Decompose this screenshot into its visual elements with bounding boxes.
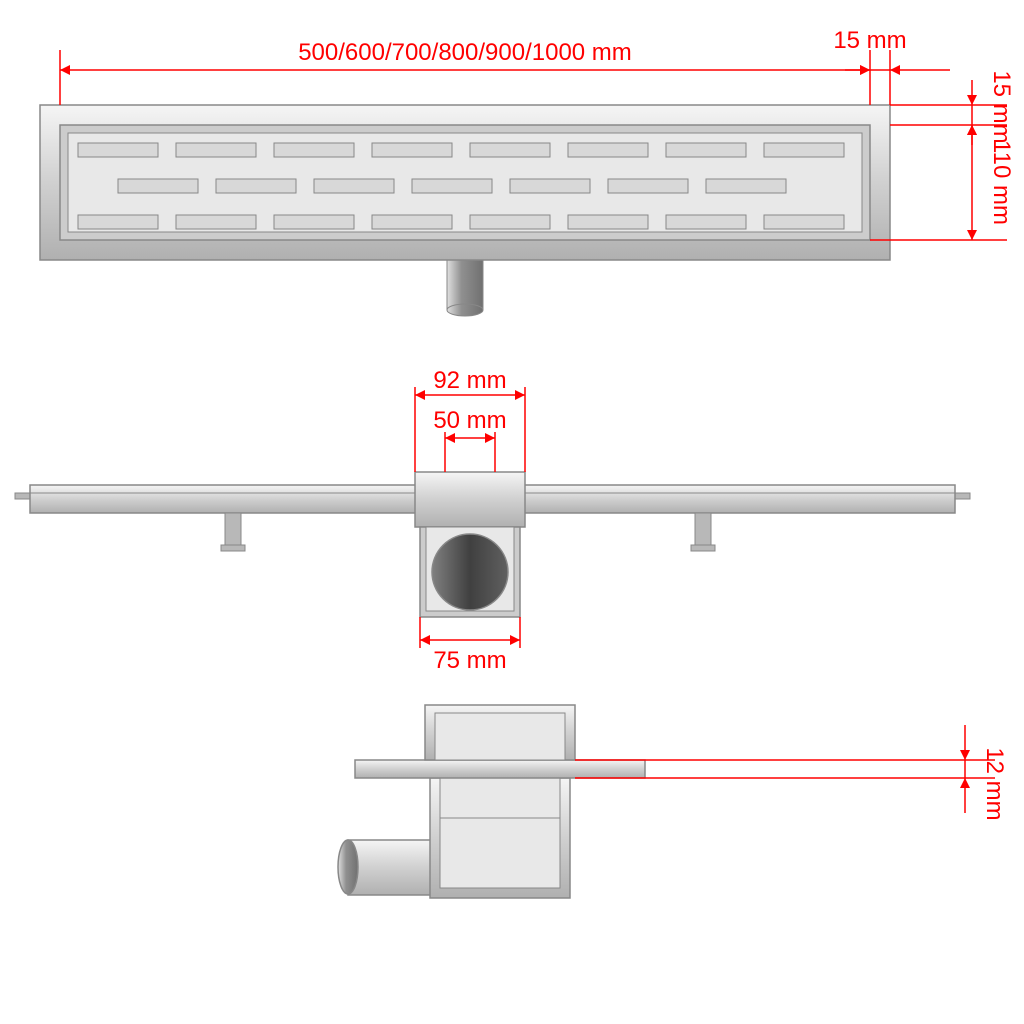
dim-top-length: 500/600/700/800/900/1000 mm [298,39,632,66]
dim-right-inner: 110 mm [988,140,1015,225]
dim-mid-50: 50 mm [433,407,506,434]
dim-right-edge: 15 mm [988,70,1015,143]
dim-mid-75: 75 mm [433,647,506,674]
front-view [15,472,970,617]
top-view [40,105,890,316]
dim-side-12: 12 mm [981,747,1008,820]
dim-top-edge: 15 mm [833,27,906,54]
side-view [338,705,645,898]
dim-mid-92: 92 mm [433,367,506,394]
